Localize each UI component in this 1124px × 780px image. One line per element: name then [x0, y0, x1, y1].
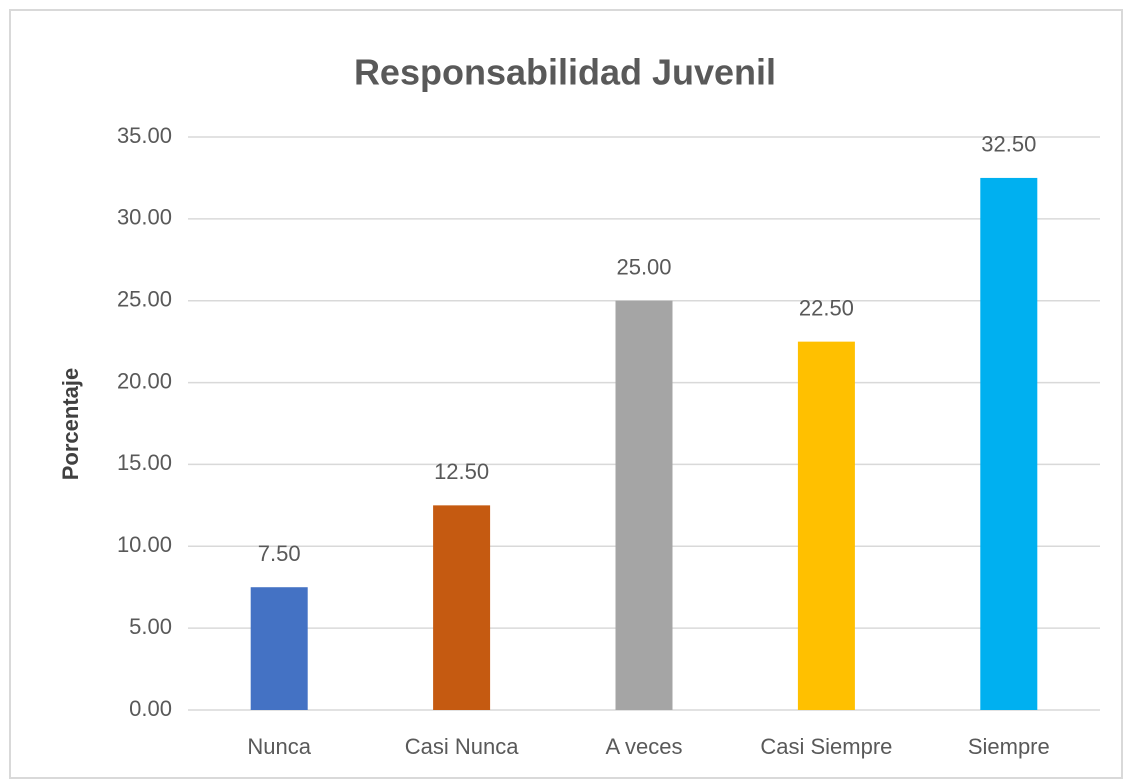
y-tick-label: 35.00 [117, 123, 172, 148]
y-tick-label: 15.00 [117, 450, 172, 475]
bar [615, 300, 673, 710]
y-tick-label: 30.00 [117, 205, 172, 230]
y-axis-label: Porcentaje [58, 368, 83, 481]
y-tick-label: 5.00 [129, 614, 172, 639]
data-label: 12.50 [434, 459, 489, 484]
y-tick-label: 20.00 [117, 368, 172, 393]
bar [250, 587, 308, 710]
chart-border [9, 9, 1123, 779]
data-label: 7.50 [258, 541, 301, 566]
x-tick-label: Siempre [968, 734, 1050, 759]
x-tick-label: Nunca [247, 734, 311, 759]
y-tick-label: 0.00 [129, 696, 172, 721]
y-tick-label: 10.00 [117, 532, 172, 557]
data-label: 32.50 [981, 132, 1036, 157]
bar [797, 341, 855, 710]
bar [433, 505, 491, 710]
y-tick-label: 25.00 [117, 287, 172, 312]
bar [980, 177, 1038, 710]
x-tick-label: Casi Siempre [760, 734, 892, 759]
chart-title: Responsabilidad Juvenil [354, 52, 776, 93]
data-label: 25.00 [616, 255, 671, 280]
x-tick-label: Casi Nunca [405, 734, 519, 759]
x-tick-label: A veces [605, 734, 682, 759]
data-label: 22.50 [799, 295, 854, 320]
